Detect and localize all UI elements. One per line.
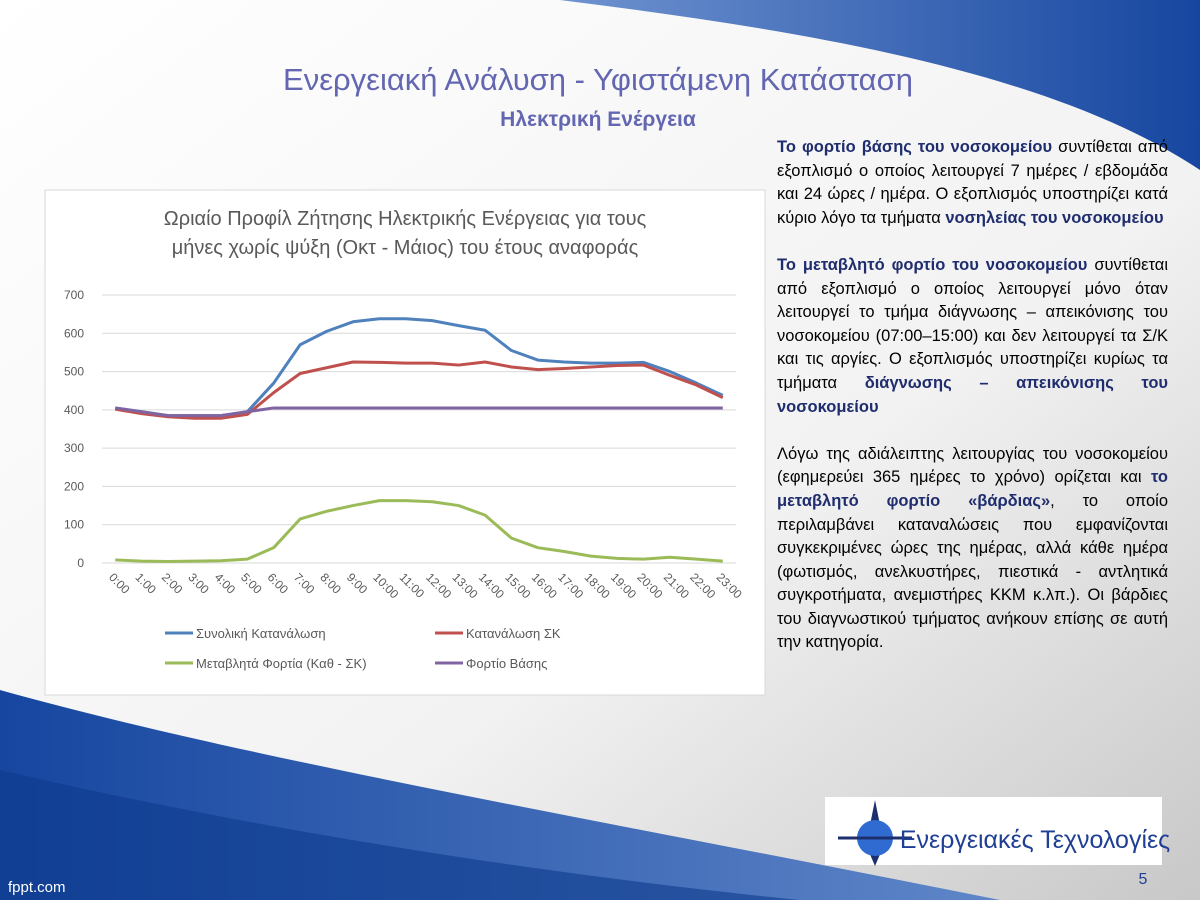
swoosh (560, 0, 1200, 170)
legend-label: Φορτίο Βάσης (466, 656, 547, 671)
chart-area (44, 189, 766, 696)
y-tick-label: 700 (64, 288, 84, 302)
emphasis: Το μεταβλητό φορτίο του νοσοκομείου (777, 255, 1088, 274)
y-tick-label: 300 (64, 441, 84, 455)
legend-label: Συνολική Κατανάλωση (196, 626, 326, 641)
paragraph: Το μεταβλητό φορτίο του νοσοκομείου συντ… (777, 254, 1168, 419)
y-tick-label: 200 (64, 479, 84, 493)
text-run: συντίθεται από εξοπλισμό ο οποίος λειτου… (777, 138, 1168, 227)
y-tick-label: 0 (77, 556, 84, 570)
emphasis: νοσηλείας του νοσοκομείου (945, 208, 1164, 227)
legend-label: Μεταβλητά Φορτία (Καθ - ΣΚ) (196, 656, 367, 671)
body-text: Το φορτίο βάσης του νοσοκομείου συντίθετ… (777, 136, 1168, 679)
slide-title: Ενεργειακή Ανάλυση - Υφιστάμενη Κατάστασ… (283, 62, 913, 97)
data-line (115, 499, 723, 563)
emphasis: διάγνωσης – απεικόνισης του νοσοκομείου (777, 373, 1169, 416)
page-number: 5 (1139, 871, 1148, 888)
text-run: , το οποίο περιλαμβάνει καταναλώσεις που… (777, 491, 1168, 652)
y-tick-label: 500 (64, 365, 84, 379)
chart-title: μήνες χωρίς ψύξη (Οκτ - Μάιος) του έτους… (172, 237, 639, 259)
y-tick-label: 100 (64, 518, 84, 532)
slide-subtitle: Ηλεκτρική Ενέργεια (500, 108, 696, 131)
chart-title: Ωριαίο Προφίλ Ζήτησης Ηλεκτρικής Ενέργει… (164, 208, 647, 230)
chart: Ωριαίο Προφίλ Ζήτησης Ηλεκτρικής Ενέργει… (44, 189, 766, 696)
data-line (114, 406, 723, 418)
footer-site: fppt.com (8, 879, 66, 896)
text-run: συντίθεται από εξοπλισμό ο οποίος λειτου… (777, 255, 1168, 392)
emphasis: Το φορτίο βάσης του νοσοκομείου (777, 138, 1053, 156)
logo-text: Ενεργειακές Τεχνολογίες (900, 826, 1170, 854)
text-run: Λόγω της αδιάλειπτης λειτουργίας του νοσ… (777, 444, 1168, 487)
paragraph: Λόγω της αδιάλειπτης λειτουργίας του νοσ… (777, 443, 1168, 655)
y-tick-label: 600 (64, 326, 84, 340)
data-line (114, 360, 724, 420)
y-tick-label: 400 (64, 403, 84, 417)
swoosh (0, 770, 800, 900)
paragraph: Το φορτίο βάσης του νοσοκομείου συντίθετ… (777, 136, 1168, 230)
emphasis: το μεταβλητό φορτίο «βάρδιας» (777, 468, 1168, 510)
legend-label: Κατανάλωση ΣΚ (466, 626, 561, 641)
